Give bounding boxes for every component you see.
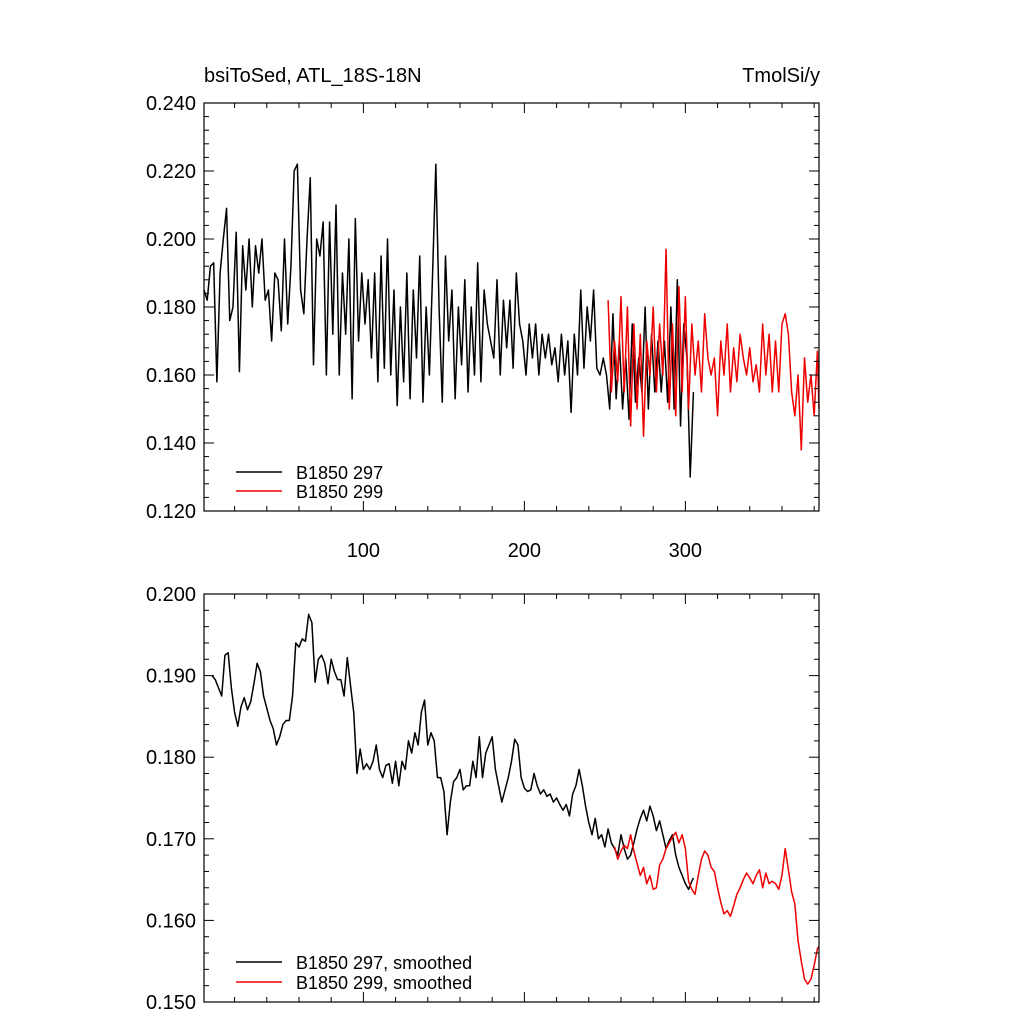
y-tick-label: 0.170 [146, 829, 196, 851]
y-tick-label: 0.180 [146, 747, 196, 769]
top-panel-series-layer [203, 163, 820, 478]
top-panel-tick-layer: 0.120 0.140 0.160 0.180 0.200 0.220 0.240 100 20… [146, 93, 819, 562]
bottom-panel-series-layer [211, 613, 820, 985]
y-tick-label: 0.140 [146, 433, 196, 455]
bottom-panel: 0.150 0.160 0.170 0.180 0.190 0.200 B1850 297… [146, 584, 820, 1014]
y-tick-label: 0.180 [146, 297, 196, 319]
y-tick-label: 0.150 [146, 992, 196, 1014]
y-tick-label: 0.190 [146, 666, 196, 688]
legend-label-b1850-299-smoothed: B1850 299, smoothed [296, 973, 472, 993]
top-panel-title: bsiToSed, ATL_18S-18N [204, 65, 422, 87]
y-tick-label: 0.160 [146, 365, 196, 387]
top-panel: bsiToSed, ATL_18S-18N TmolSi/y 0.120 0.14… [146, 65, 820, 562]
legend-label-b1850-297: B1850 297 [296, 463, 383, 483]
series-line-b1850-299-smoothed [613, 831, 820, 985]
bottom-panel-frame [203, 593, 820, 1003]
bottom-panel-legend: B1850 297, smoothed B1850 299, smoothed [236, 953, 472, 993]
y-tick-label: 0.200 [146, 229, 196, 251]
y-tick-label: 0.120 [146, 501, 196, 523]
series-line-b1850-297-smoothed [211, 613, 695, 891]
x-tick-label: 100 [347, 540, 380, 562]
legend-label-b1850-297-smoothed: B1850 297, smoothed [296, 953, 472, 973]
bottom-panel-tick-layer: 0.150 0.160 0.170 0.180 0.190 0.200 [146, 584, 819, 1014]
legend-label-b1850-299: B1850 299 [296, 482, 383, 502]
y-tick-label: 0.240 [146, 93, 196, 115]
top-panel-legend: B1850 297 B1850 299 [236, 463, 383, 502]
y-tick-label: 0.160 [146, 910, 196, 932]
x-tick-label: 300 [669, 540, 702, 562]
top-panel-frame [203, 102, 820, 512]
x-tick-label: 200 [508, 540, 541, 562]
top-panel-units: TmolSi/y [742, 65, 820, 87]
series-line-b1850-299 [607, 248, 820, 451]
y-tick-label: 0.220 [146, 161, 196, 183]
series-line-b1850-297 [203, 163, 695, 478]
y-tick-label: 0.200 [146, 584, 196, 606]
